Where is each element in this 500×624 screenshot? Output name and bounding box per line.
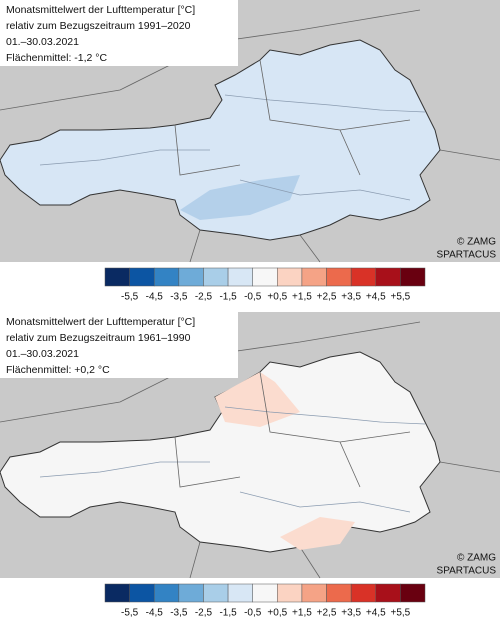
legend-swatch (252, 583, 278, 603)
legend-label: -0,5 (244, 292, 262, 303)
rivers (39, 94, 426, 201)
title-line: relativ zum Bezugszeitraum 1961–1990 (6, 332, 191, 344)
panel: Monatsmittelwert der Lufttemperatur [°C]… (0, 0, 496, 303)
legend-label: +5,5 (391, 608, 411, 619)
legend-label: +3,5 (341, 608, 361, 619)
legend-label: -5,5 (121, 608, 139, 619)
legend-label: -0,5 (244, 608, 262, 619)
warm-area (280, 517, 355, 550)
legend-swatch (326, 583, 352, 603)
warm-area (215, 372, 300, 427)
legend-label: +1,5 (292, 608, 312, 619)
legend-swatch (375, 583, 401, 603)
legend-swatch (326, 267, 352, 287)
legend-label: +0,5 (267, 292, 287, 303)
legend-swatch (227, 267, 253, 287)
legend-swatch (301, 267, 327, 287)
legend-swatch (178, 267, 204, 287)
legend-label: +2,5 (317, 608, 337, 619)
legend-swatch (400, 583, 426, 603)
panel: Monatsmittelwert der Lufttemperatur [°C]… (0, 312, 496, 619)
legend-label: -3,5 (170, 608, 188, 619)
legend-label: -4,5 (146, 292, 164, 303)
cold-area (180, 175, 300, 220)
credit: © ZAMG (457, 237, 496, 248)
legend-swatch (277, 583, 303, 603)
legend-swatch (178, 583, 204, 603)
legend-label: -2,5 (195, 292, 213, 303)
state-borders (174, 59, 411, 176)
legend-swatch (350, 583, 377, 603)
legend-label: -3,5 (170, 292, 188, 303)
legend-label: -1,5 (219, 608, 237, 619)
legend-swatch (400, 267, 426, 287)
legend-label: +1,5 (292, 292, 312, 303)
legend-label: +2,5 (317, 292, 337, 303)
legend-swatch (129, 267, 155, 287)
state-borders (174, 371, 411, 488)
title-line: Monatsmittelwert der Lufttemperatur [°C] (6, 316, 195, 328)
legend-swatch (227, 583, 253, 603)
legend-label: +4,5 (366, 292, 386, 303)
legend-swatch (129, 583, 155, 603)
title-line: 01.–30.03.2021 (6, 348, 79, 360)
legend-label: +5,5 (391, 292, 411, 303)
credit: © ZAMG (457, 553, 496, 564)
legend-swatch (104, 583, 130, 603)
legend-swatch (203, 267, 229, 287)
legend-label: +3,5 (341, 292, 361, 303)
legend-swatch (104, 267, 130, 287)
rivers (39, 406, 426, 513)
legend-swatch (277, 267, 303, 287)
legend-label: -2,5 (195, 608, 213, 619)
title-line: Flächenmittel: -1,2 °C (6, 52, 107, 64)
legend-swatch (375, 267, 401, 287)
legend-swatch (301, 583, 327, 603)
legend-swatch (252, 267, 278, 287)
title-box (0, 0, 238, 66)
legend-label: -5,5 (121, 292, 139, 303)
title-line: relativ zum Bezugszeitraum 1991–2020 (6, 20, 191, 32)
legend-swatch (350, 267, 377, 287)
title-line: Flächenmittel: +0,2 °C (6, 364, 110, 376)
legend-swatch (153, 267, 180, 287)
credit: SPARTACUS (437, 566, 497, 577)
title-box (0, 312, 238, 378)
credit: SPARTACUS (437, 250, 497, 261)
legend-label: +0,5 (267, 608, 287, 619)
legend-swatch (203, 583, 229, 603)
legend-label: -4,5 (146, 608, 164, 619)
title-line: Monatsmittelwert der Lufttemperatur [°C] (6, 4, 195, 16)
legend-label: -1,5 (219, 292, 237, 303)
legend-label: +4,5 (366, 608, 386, 619)
title-line: 01.–30.03.2021 (6, 36, 79, 48)
legend-swatch (153, 583, 180, 603)
